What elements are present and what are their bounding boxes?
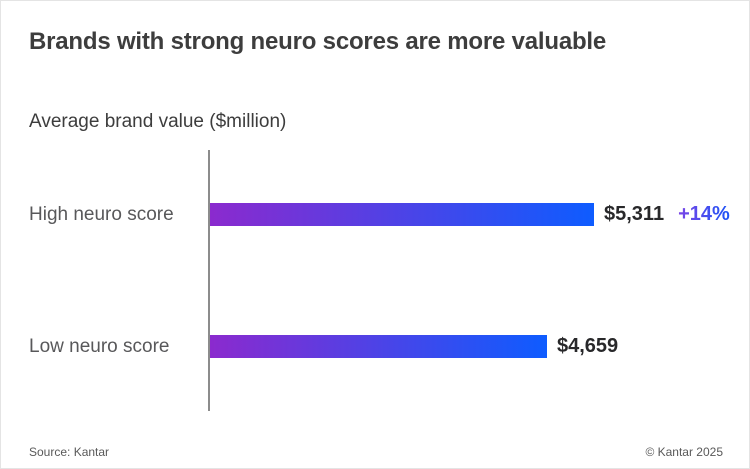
percent-annotation: +14% — [678, 203, 730, 225]
axis-unit-label: Average brand value ($million) — [29, 111, 287, 132]
y-axis-line — [208, 150, 210, 411]
category-label: Low neuro score — [29, 335, 170, 357]
source-credit: Source: Kantar — [29, 445, 110, 459]
chart-title: Brands with strong neuro scores are more… — [29, 28, 607, 55]
bar-high-neuro — [210, 203, 594, 226]
value-label: $5,311 — [604, 203, 665, 225]
category-label: High neuro score — [29, 203, 174, 225]
bar-low-neuro — [210, 335, 547, 358]
bar-row-high-neuro: High neuro score $5,311 +14% — [1, 203, 730, 226]
value-label: $4,659 — [557, 335, 619, 357]
copyright-notice: © Kantar 2025 — [645, 445, 723, 459]
bar-row-low-neuro: Low neuro score $4,659 — [1, 335, 632, 358]
